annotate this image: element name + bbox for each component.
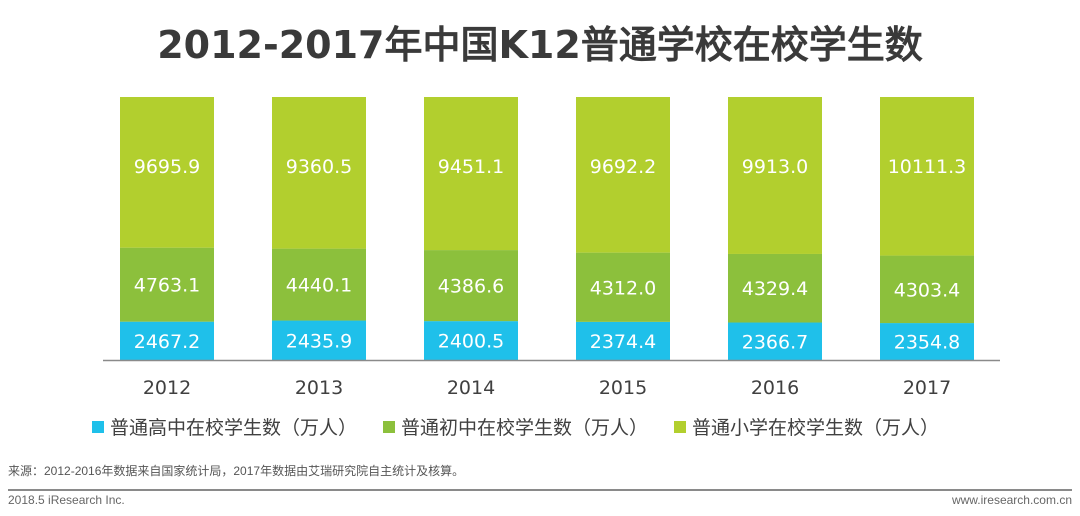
data-label: 2435.9	[286, 330, 352, 352]
bar-segment	[272, 320, 366, 360]
legend-item-primary-school: 普通小学在校学生数（万人）	[674, 413, 939, 440]
bar-segment	[120, 97, 214, 248]
legend-item-middle-school: 普通初中在校学生数（万人）	[383, 413, 648, 440]
data-label: 9913.0	[742, 156, 808, 178]
x-tick-label: 2017	[903, 377, 951, 399]
data-label: 2400.5	[438, 331, 504, 353]
chart-title: 2012-2017年中国K12普通学校在校学生数	[157, 23, 923, 67]
data-label: 2366.7	[742, 331, 808, 353]
data-label: 9360.5	[286, 156, 352, 178]
data-label: 4312.0	[590, 277, 656, 299]
data-label: 10111.3	[888, 156, 967, 178]
bar-segment	[576, 97, 670, 253]
bar-segment	[424, 97, 518, 251]
footer-divider	[8, 489, 1072, 491]
bar-segment	[424, 250, 518, 322]
bar-segment	[880, 323, 974, 360]
legend: 普通高中在校学生数（万人） 普通初中在校学生数（万人） 普通小学在校学生数（万人…	[92, 413, 939, 440]
data-label: 4440.1	[286, 275, 352, 297]
legend-label: 普通初中在校学生数（万人）	[401, 417, 649, 439]
bar-segment	[576, 252, 670, 322]
legend-item-high-school: 普通高中在校学生数（万人）	[92, 413, 357, 440]
data-label: 4303.4	[894, 279, 960, 301]
bar-segment	[728, 322, 822, 360]
footer-copyright: 2018.5 iResearch Inc.	[8, 493, 125, 507]
data-label: 4329.4	[742, 278, 808, 300]
bar-segment	[272, 97, 366, 249]
x-tick-label: 2016	[751, 377, 799, 399]
data-label: 2374.4	[590, 331, 656, 353]
legend-label: 普通小学在校学生数（万人）	[692, 417, 940, 439]
x-tick-label: 2012	[143, 377, 191, 399]
legend-swatch	[92, 420, 104, 433]
legend-swatch	[383, 420, 396, 433]
legend-label: 普通高中在校学生数（万人）	[110, 417, 358, 439]
x-tick-label: 2014	[447, 377, 495, 399]
x-tick-label: 2013	[295, 377, 343, 399]
legend-swatch	[674, 420, 687, 433]
bar-segment	[120, 321, 214, 360]
data-label: 9451.1	[438, 156, 504, 178]
data-label: 9692.2	[590, 156, 656, 178]
bar-segment	[576, 321, 670, 360]
bar-segment	[728, 253, 822, 323]
bar-segment	[120, 247, 214, 322]
footer-website: www.iresearch.com.cn	[951, 493, 1072, 507]
bar-segment	[880, 255, 974, 324]
data-label: 2354.8	[894, 332, 960, 354]
data-label: 9695.9	[134, 156, 200, 178]
data-label: 4386.6	[438, 276, 504, 298]
source-note: 来源：2012-2016年数据来自国家统计局，2017年数据由艾瑞研究院自主统计…	[8, 464, 465, 478]
bar-segment	[424, 321, 518, 360]
x-tick-label: 2015	[599, 377, 647, 399]
stacked-bar-chart: 2467.2 4763.1 9695.9 2012 2435.9 4440.1 9360.5…	[103, 97, 1000, 399]
bar-segment	[272, 248, 366, 321]
bar-segment	[728, 97, 822, 254]
data-label: 4763.1	[134, 275, 200, 297]
bar-segment	[880, 97, 974, 256]
data-label: 2467.2	[134, 331, 200, 353]
